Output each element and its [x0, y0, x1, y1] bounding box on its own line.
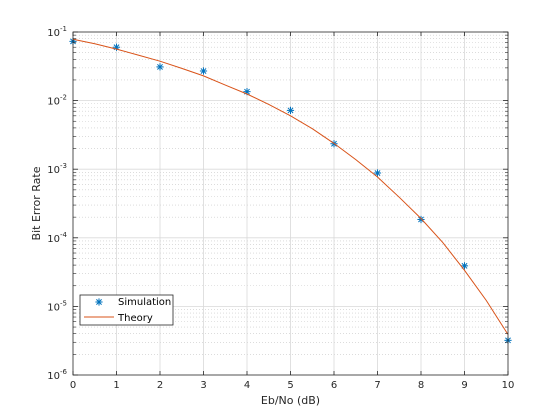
- legend: Simulation Theory: [79, 294, 174, 326]
- y-tick-label: 10-5: [47, 299, 67, 313]
- x-tick-label: 4: [244, 380, 250, 391]
- y-tick-labels: 10-6 10-5 10-4 10-3 10-2 10-1: [47, 25, 67, 382]
- x-tick-label: 3: [200, 380, 206, 391]
- x-tick-label: 7: [374, 380, 380, 391]
- x-tick-label: 5: [287, 380, 293, 391]
- x-tick-label: 1: [113, 380, 119, 391]
- x-tick-label: 0: [70, 380, 76, 391]
- legend-box: [79, 294, 174, 326]
- simulation-point: [286, 106, 295, 114]
- x-tick-label: 10: [502, 380, 515, 391]
- legend-simulation-marker: [95, 298, 103, 306]
- y-axis-label: Bit Error Rate: [30, 166, 43, 240]
- y-tick-label: 10-2: [47, 94, 67, 108]
- y-tick-label: 10-6: [47, 368, 67, 382]
- legend-simulation-label: Simulation: [118, 297, 171, 308]
- simulation-point: [417, 215, 425, 224]
- legend-simulation-asterisk: [95, 298, 103, 306]
- y-tick-label: 10-1: [47, 25, 67, 39]
- axis-ticks: [72, 31, 509, 376]
- simulation-point: [373, 169, 382, 177]
- simulation-point: [156, 63, 164, 71]
- simulation-point: [460, 262, 469, 270]
- simulation-point: [199, 67, 208, 75]
- series-theory-line: [72, 38, 509, 335]
- x-tick-label: 6: [331, 380, 337, 391]
- x-tick-labels: 0 1 2 3 4 5 6 7 8 9 10: [70, 380, 515, 391]
- minor-grid: [73, 34, 508, 355]
- series-layer: [69, 37, 512, 344]
- x-axis-label: Eb/No (dB): [261, 394, 320, 407]
- x-tick-label: 2: [157, 380, 163, 391]
- y-tick-label: 10-4: [47, 231, 67, 245]
- x-tick-label: 8: [418, 380, 424, 391]
- y-tick-label: 10-3: [47, 162, 67, 176]
- x-tick-label: 9: [461, 380, 467, 391]
- legend-theory-label: Theory: [117, 313, 153, 324]
